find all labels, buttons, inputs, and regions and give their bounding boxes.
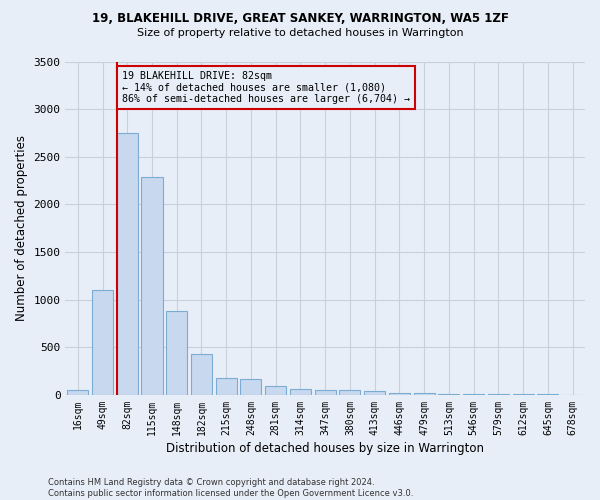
Bar (92, 290, 113, 395)
Bar (67, 390, 88, 395)
Bar (216, 378, 237, 395)
Bar (290, 389, 311, 395)
Bar (191, 354, 212, 395)
Bar (142, 177, 163, 395)
Bar (389, 392, 410, 395)
Text: Size of property relative to detached houses in Warrington: Size of property relative to detached ho… (137, 28, 463, 38)
Text: 19, BLAKEHILL DRIVE, GREAT SANKEY, WARRINGTON, WA5 1ZF: 19, BLAKEHILL DRIVE, GREAT SANKEY, WARRI… (92, 12, 508, 26)
X-axis label: Distribution of detached houses by size in Warrington: Distribution of detached houses by size … (166, 442, 484, 455)
Bar (265, 386, 286, 395)
Bar (413, 393, 434, 395)
Text: Contains HM Land Registry data © Crown copyright and database right 2024.
Contai: Contains HM Land Registry data © Crown c… (48, 478, 413, 498)
Y-axis label: Number of detached properties: Number of detached properties (15, 135, 28, 321)
Bar (117, 133, 138, 395)
Bar (340, 390, 361, 395)
Text: 19 BLAKEHILL DRIVE: 82sqm
← 14% of detached houses are smaller (1,080)
86% of se: 19 BLAKEHILL DRIVE: 82sqm ← 14% of detac… (122, 71, 410, 104)
Bar (364, 391, 385, 395)
Bar (463, 394, 484, 395)
Bar (439, 394, 460, 395)
Bar (314, 390, 336, 395)
Bar (166, 311, 187, 395)
Bar (241, 378, 262, 395)
Bar (488, 394, 509, 395)
